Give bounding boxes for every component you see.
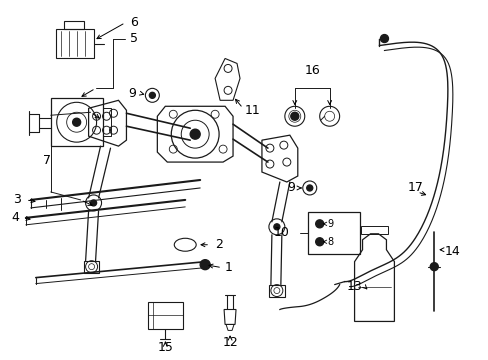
Circle shape	[380, 35, 387, 42]
Text: 9: 9	[327, 219, 333, 229]
Circle shape	[73, 118, 81, 126]
Text: 9: 9	[286, 181, 294, 194]
Text: 1: 1	[224, 261, 232, 274]
Text: 3: 3	[13, 193, 21, 206]
Circle shape	[315, 238, 323, 246]
Circle shape	[290, 112, 298, 120]
Text: 8: 8	[327, 237, 333, 247]
Text: 10: 10	[273, 226, 289, 239]
Text: 14: 14	[443, 245, 459, 258]
Text: 4: 4	[11, 211, 19, 224]
Text: 7: 7	[42, 154, 51, 167]
Circle shape	[273, 224, 279, 230]
Text: 13: 13	[346, 280, 362, 293]
Circle shape	[190, 129, 200, 139]
Text: 15: 15	[157, 341, 173, 354]
Text: 9: 9	[128, 87, 136, 100]
Text: 11: 11	[244, 104, 260, 117]
Text: 2: 2	[215, 238, 223, 251]
Circle shape	[315, 220, 323, 228]
Text: 5: 5	[130, 32, 138, 45]
Text: 16: 16	[304, 64, 320, 77]
Circle shape	[149, 92, 155, 98]
Circle shape	[90, 200, 96, 206]
Circle shape	[429, 263, 437, 271]
Text: 12: 12	[222, 336, 238, 349]
Text: 17: 17	[407, 181, 423, 194]
Circle shape	[200, 260, 210, 270]
Text: 6: 6	[130, 16, 138, 29]
Circle shape	[306, 185, 312, 191]
